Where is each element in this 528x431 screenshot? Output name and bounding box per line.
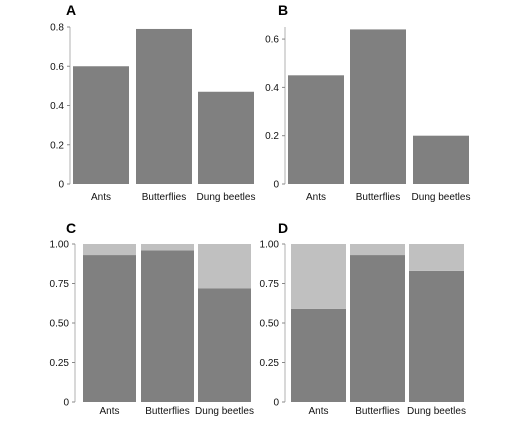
category-label-A: Butterflies xyxy=(142,192,186,203)
category-label-B: Ants xyxy=(306,192,326,203)
category-label-A: Dung beetles xyxy=(197,192,256,203)
bar-B xyxy=(350,29,406,184)
y-tick-label-C: 0 xyxy=(63,398,69,409)
bar-C-lower xyxy=(198,288,251,402)
category-label-D: Butterflies xyxy=(355,406,399,417)
bar-D-upper xyxy=(291,244,346,309)
category-label-C: Butterflies xyxy=(145,406,189,417)
y-tick-label-B: 0.2 xyxy=(265,131,279,142)
bar-D-lower xyxy=(350,255,405,402)
category-label-D: Dung beetles xyxy=(407,406,466,417)
bar-A xyxy=(198,91,254,184)
bar-D-upper xyxy=(350,244,405,256)
y-tick-label-C: 0.75 xyxy=(50,279,70,290)
y-tick-label-D: 0.75 xyxy=(260,279,280,290)
y-tick-label-D: 0.25 xyxy=(260,358,280,369)
y-tick-label-D: 1.00 xyxy=(260,240,280,251)
y-tick-label-A: 0.2 xyxy=(50,140,64,151)
category-label-D: Ants xyxy=(308,406,328,417)
y-tick-label-C: 0.50 xyxy=(50,319,70,330)
panel-label-C: C xyxy=(66,220,76,236)
bar-D-lower xyxy=(291,308,346,402)
y-tick-label-B: 0 xyxy=(273,180,279,191)
bar-C-lower xyxy=(141,250,194,402)
y-tick-label-A: 0.8 xyxy=(50,23,64,34)
category-label-A: Ants xyxy=(91,192,111,203)
category-label-B: Butterflies xyxy=(356,192,400,203)
bar-D-lower xyxy=(409,270,464,402)
bar-C-lower xyxy=(83,255,136,402)
bar-B xyxy=(288,75,344,184)
y-tick-label-A: 0.4 xyxy=(50,101,64,112)
y-tick-label-C: 0.25 xyxy=(50,358,70,369)
category-label-C: Dung beetles xyxy=(195,406,254,417)
bar-C-upper xyxy=(83,244,136,256)
y-tick-label-D: 0 xyxy=(273,398,279,409)
y-tick-label-A: 0 xyxy=(58,180,64,191)
y-tick-label-B: 0.4 xyxy=(265,83,279,94)
panel-label-B: B xyxy=(278,2,288,18)
bar-A xyxy=(73,66,129,184)
panel-label-D: D xyxy=(278,220,288,236)
bar-B xyxy=(413,135,469,184)
bar-C-upper xyxy=(141,244,194,251)
bar-C-upper xyxy=(198,244,251,289)
category-label-B: Dung beetles xyxy=(412,192,471,203)
bar-D-upper xyxy=(409,244,464,271)
y-tick-label-C: 1.00 xyxy=(50,240,70,251)
panel-label-A: A xyxy=(66,2,76,18)
bar-A xyxy=(136,28,192,185)
y-tick-label-A: 0.6 xyxy=(50,62,64,73)
y-tick-label-B: 0.6 xyxy=(265,35,279,46)
category-label-C: Ants xyxy=(99,406,119,417)
y-tick-label-D: 0.50 xyxy=(260,319,280,330)
